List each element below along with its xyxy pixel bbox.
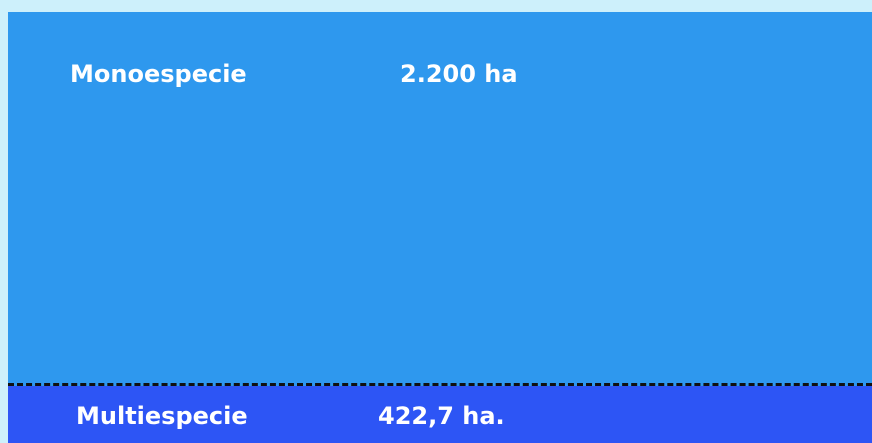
dashed-divider [8,383,872,386]
row-label: Monoespecie [70,60,247,88]
row-value: 2.200 ha [400,60,518,88]
monoespecie-block [8,12,872,386]
row-value: 422,7 ha. [378,402,505,430]
multiespecie-block [8,386,872,443]
row-label: Multiespecie [76,402,248,430]
